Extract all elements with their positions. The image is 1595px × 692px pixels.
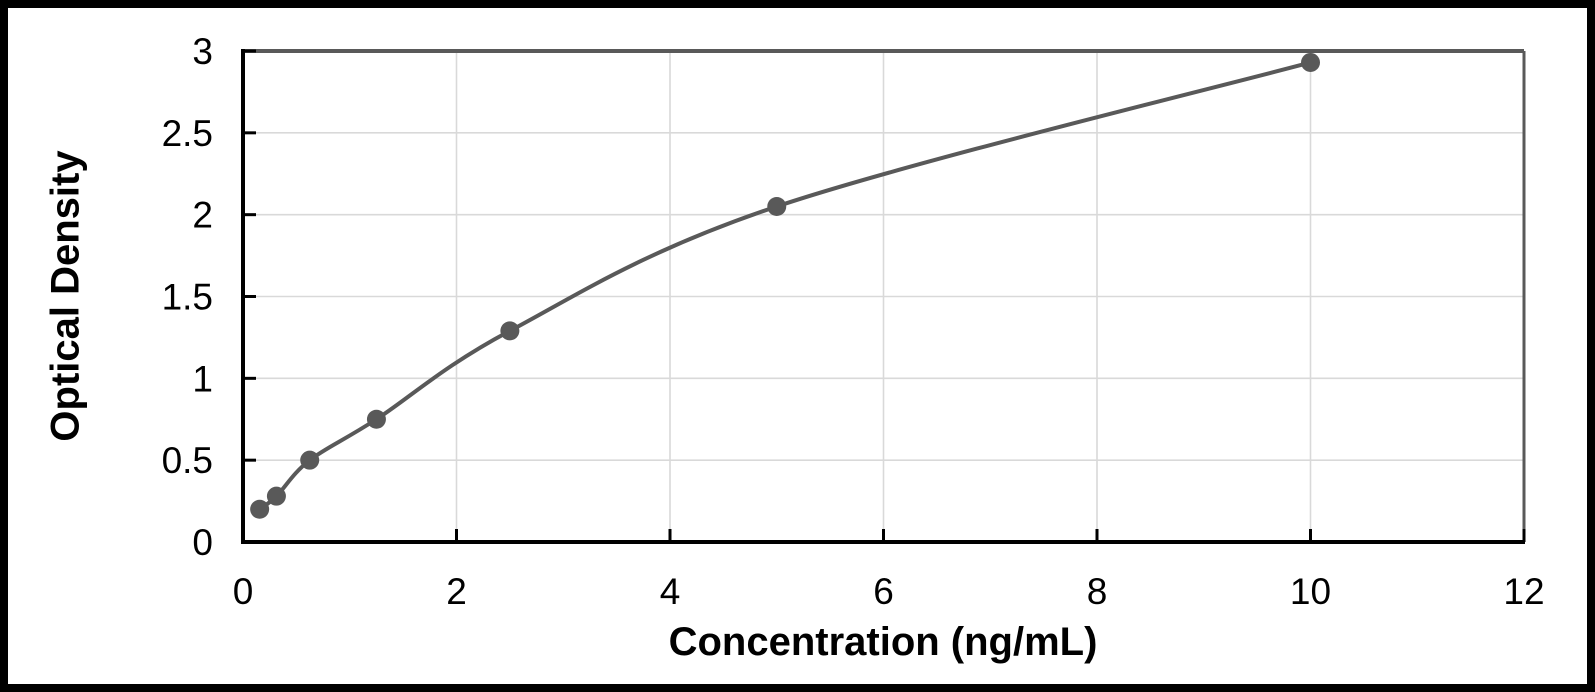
data-point-marker [1301,52,1320,72]
y-axis-title: Optical Density [43,150,88,442]
y-tick-label: 0.5 [162,440,213,481]
data-point-marker [300,450,320,470]
y-tick-label: 2 [192,195,213,236]
y-tick-label: 0 [192,522,213,563]
elisa-standard-curve-chart: 0 0.5 1 1.5 2 2.5 3 0 2 4 6 8 10 12 Optical Density C… [8,8,1587,684]
y-tick-label: 1.5 [162,277,213,318]
plot-area: 0 0.5 1 1.5 2 2.5 3 0 2 4 6 8 10 12 [162,31,1545,612]
x-tick-label: 0 [233,571,254,612]
data-point-marker [266,486,286,506]
x-tick-label: 10 [1290,571,1331,612]
y-tick-label: 3 [192,31,213,72]
data-point-marker [767,196,787,216]
x-tick-label: 6 [873,571,894,612]
data-point-marker [500,321,520,341]
x-tick-label: 2 [446,571,467,612]
x-axis-title: Concentration (ng/mL) [668,620,1098,664]
y-tick-label: 2.5 [162,113,213,154]
x-tick-label: 12 [1503,571,1544,612]
x-tick-label: 4 [660,571,681,612]
data-point-marker [366,409,386,429]
y-tick-label: 1 [192,358,213,399]
curve-line [257,60,1313,512]
data-point-marker [250,499,270,519]
x-tick-label: 8 [1087,571,1108,612]
